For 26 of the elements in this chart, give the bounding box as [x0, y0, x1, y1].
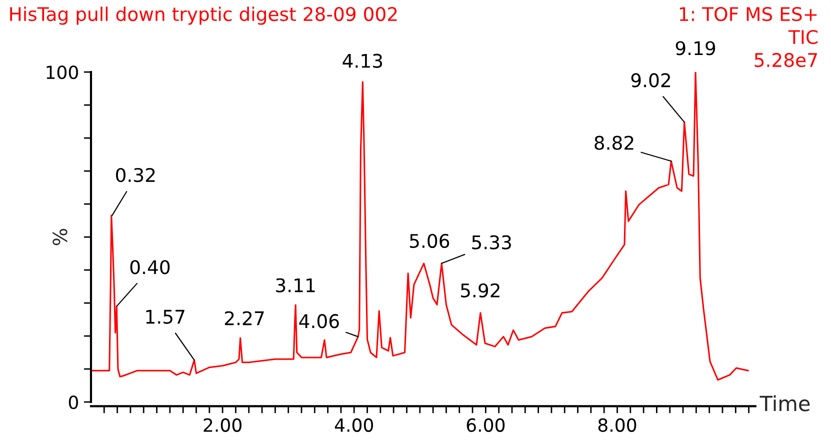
y-tick-label: 100	[46, 66, 78, 80]
annotation: 0.40	[130, 260, 170, 274]
annotation: 9.19	[676, 41, 716, 56]
x-tick-label: 8.00	[598, 418, 636, 432]
x-tick-label: 4.00	[334, 418, 374, 432]
text: 1: TOF MS ES+	[680, 6, 817, 22]
annotation: 4.06	[299, 314, 339, 328]
text: 5.28e7	[754, 52, 817, 68]
x-tick-label: 6.00	[466, 418, 505, 432]
annotation: 0.32	[116, 168, 155, 182]
x-axis-title: Time	[760, 395, 810, 412]
annotation: 4.13	[342, 54, 382, 68]
x-tick-label: 2.00	[204, 418, 242, 432]
annotation: 2.27	[224, 311, 264, 326]
annotation: 5.06	[410, 234, 450, 248]
annotation: 8.82	[594, 136, 634, 150]
annotation: 5.33	[472, 235, 511, 250]
line-series	[90, 72, 749, 381]
annotation: 5.92	[460, 283, 500, 298]
annotation: 3.11	[276, 278, 315, 292]
y-tick-label: 0	[68, 395, 78, 410]
y-axis-title: %	[52, 228, 68, 246]
chart-title: HisTag pull down tryptic digest 28-09 002	[10, 6, 397, 25]
text: TIC	[788, 30, 818, 44]
annotation: 1.57	[146, 310, 184, 324]
annotation: 9.02	[631, 73, 670, 88]
